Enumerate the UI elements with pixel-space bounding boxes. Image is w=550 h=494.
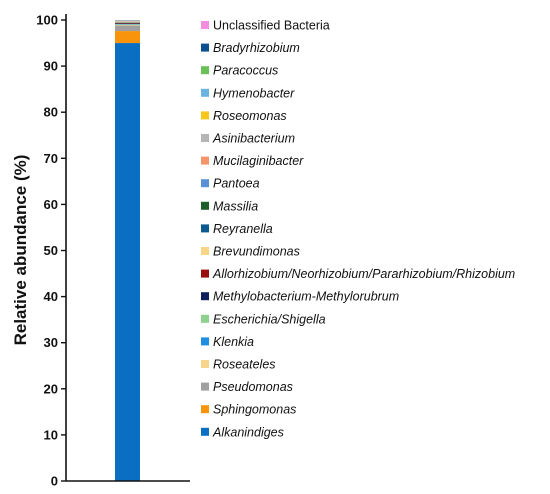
legend-swatch-paracoccus xyxy=(201,66,209,75)
legend-swatch-massilia xyxy=(201,201,209,210)
legend-label-klenkia: Klenkia xyxy=(213,335,254,349)
legend-swatch-brevundimonas xyxy=(201,247,209,255)
legend-swatch-bradyrhizobium xyxy=(201,43,209,52)
legend-label-pseudomonas: Pseudomonas xyxy=(213,380,293,394)
legend-label-unclassified-bacteria: Unclassified Bacteria xyxy=(213,19,330,33)
legend-label-sphingomonas: Sphingomonas xyxy=(213,403,296,417)
legend-swatch-asinibacterium xyxy=(201,134,209,142)
y-tick-label: 40 xyxy=(44,289,58,304)
y-tick-label: 60 xyxy=(44,197,58,212)
bar-segment-pseudomonas xyxy=(115,25,140,32)
legend-label-brevundimonas: Brevundimonas xyxy=(213,245,300,259)
legend-swatch-alkanindiges xyxy=(201,427,209,436)
legend-label-asinibacterium: Asinibacterium xyxy=(212,132,295,146)
legend-label-paracoccus: Paracoccus xyxy=(213,64,278,78)
legend-label-hymenobacter: Hymenobacter xyxy=(213,86,295,100)
legend-label-roseateles: Roseateles xyxy=(213,358,276,372)
y-tick-label: 10 xyxy=(44,427,58,442)
legend-swatch-hymenobacter xyxy=(201,88,209,97)
legend-label-massilia: Massilia xyxy=(213,199,258,213)
legend-swatch-methylobacterium-methylorubrum xyxy=(201,292,209,301)
y-tick-label: 30 xyxy=(44,335,58,350)
y-tick-label: 80 xyxy=(44,105,58,120)
legend-swatch-unclassified-bacteria xyxy=(201,21,209,29)
legend-label-reyranella: Reyranella xyxy=(213,222,273,236)
legend-label-roseomonas: Roseomonas xyxy=(213,109,287,123)
legend-swatch-pseudomonas xyxy=(201,382,209,391)
legend-swatch-sphingomonas xyxy=(201,405,209,414)
y-axis-title: Relative abundance (%) xyxy=(11,155,30,346)
legend-swatch-reyranella xyxy=(201,224,209,233)
y-tick-label: 90 xyxy=(44,59,58,74)
legend-label-allorhizobium-neorhizobium-pararhizobium-rhizobium: Allorhizobium/Neorhizobium/Pararhizobium… xyxy=(212,267,515,281)
bar-segment-alkanindiges xyxy=(115,43,140,482)
legend-swatch-allorhizobium-neorhizobium-pararhizobium-rhizobium xyxy=(201,269,209,278)
y-tick-label: 100 xyxy=(36,13,58,28)
y-ticks: 0 10 20 30 40 50 60 70 80 90 100 xyxy=(36,13,66,489)
legend-label-bradyrhizobium: Bradyrhizobium xyxy=(213,41,300,55)
legend: Unclassified Bacteria Bradyrhizobium Parac… xyxy=(201,19,515,439)
legend-swatch-roseateles xyxy=(201,360,209,368)
legend-label-pantoea: Pantoea xyxy=(213,177,260,191)
bar-segment-roseateles xyxy=(115,24,140,26)
legend-label-mucilaginibacter: Mucilaginibacter xyxy=(213,154,304,168)
legend-label-methylobacterium-methylorubrum: Methylobacterium-Methylorubrum xyxy=(213,290,399,304)
y-tick-label: 20 xyxy=(44,381,58,396)
bar-segment-sphingomonas xyxy=(115,31,140,44)
bar-stack xyxy=(115,20,140,482)
axes xyxy=(65,14,190,482)
y-tick-label: 0 xyxy=(51,474,58,489)
legend-swatch-mucilaginibacter xyxy=(201,156,209,165)
legend-swatch-roseomonas xyxy=(201,111,209,120)
y-tick-label: 70 xyxy=(44,151,58,166)
legend-label-escherichia-shigella: Escherichia/Shigella xyxy=(213,312,326,326)
legend-swatch-klenkia xyxy=(201,337,209,346)
legend-swatch-pantoea xyxy=(201,179,209,188)
legend-swatch-escherichia-shigella xyxy=(201,314,209,323)
legend-label-alkanindiges: Alkanindiges xyxy=(212,425,284,439)
y-tick-label: 50 xyxy=(44,243,58,258)
